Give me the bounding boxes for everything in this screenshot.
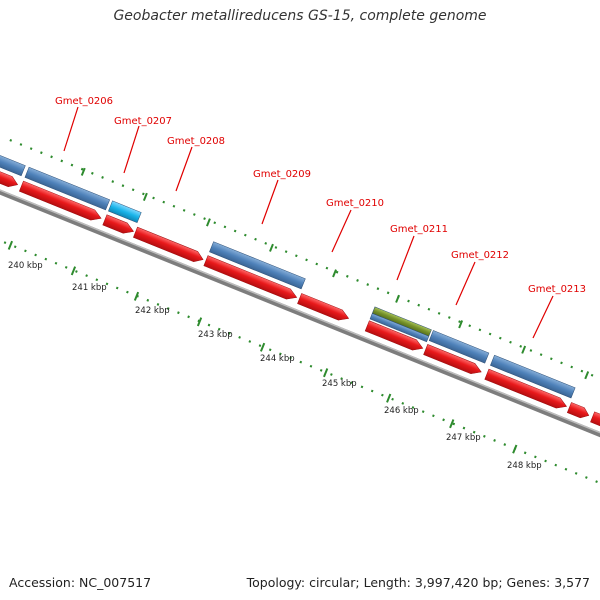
gene-bar-0205[interactable] [0,152,26,177]
gene-bar-0212[interactable] [428,330,490,364]
cds-arrow-0213[interactable] [484,368,569,411]
cds-arrow-0215[interactable] [590,411,600,435]
backbone-line [0,174,600,457]
cds-arrow-0209[interactable] [203,255,299,303]
gene-label[interactable]: Gmet_0209 [253,169,311,180]
cds-arrow-0212[interactable] [423,344,484,377]
gene-bar-0207[interactable] [108,200,142,223]
cds-arrow-0205[interactable] [0,166,20,190]
kbp-labels: 240 kbp 241 kbp 242 kbp 243 kbp 244 kbp … [8,261,542,471]
cds-track [0,166,600,435]
cds-arrow-0214[interactable] [566,402,591,420]
leader-lines [63,106,554,339]
gene-track [0,152,576,399]
inner-major-ticks [7,240,518,454]
inner-ruler [0,228,600,490]
cds-arrow-0210[interactable] [297,293,350,323]
kbp-label: 245 kbp [322,379,357,389]
map-title: Geobacter metallireducens GS-15, complet… [113,8,487,24]
gene-labels: Gmet_0206 Gmet_0207 Gmet_0208 Gmet_0209 … [55,96,586,295]
outer-major-ticks [80,167,590,380]
gene-label[interactable]: Gmet_0207 [114,116,172,127]
track-group [0,138,600,490]
gene-label[interactable]: Gmet_0208 [167,136,225,147]
kbp-label: 242 kbp [135,306,170,316]
kbp-label: 241 kbp [72,283,107,293]
kbp-label: 248 kbp [507,461,542,471]
gene-label[interactable]: Gmet_0211 [390,224,448,235]
gene-label[interactable]: Gmet_0212 [451,250,509,261]
kbp-label: 240 kbp [8,261,43,271]
kbp-label: 247 kbp [446,433,481,443]
gene-bar-0206[interactable] [24,166,111,211]
gene-bar-0209[interactable] [209,241,306,290]
gene-bar-0211[interactable] [369,313,430,343]
backbone-highlight [0,174,600,454]
gene-label[interactable]: Gmet_0210 [326,198,384,209]
cds-arrow-0211[interactable] [364,320,425,354]
accession-text: Accession: NC_007517 [9,575,152,590]
gene-label[interactable]: Gmet_0206 [55,96,113,107]
cds-arrow-0207[interactable] [102,214,136,237]
kbp-label: 244 kbp [260,354,295,364]
kbp-label: 246 kbp [384,406,419,416]
kbp-label: 243 kbp [198,330,233,340]
cds-arrow-0206[interactable] [18,180,103,223]
gene-bar-0213[interactable] [490,354,576,399]
genome-stats-text: Topology: circular; Length: 3,997,420 bp… [246,575,590,590]
gene-label[interactable]: Gmet_0213 [528,284,586,295]
cds-arrow-0208[interactable] [133,226,205,265]
